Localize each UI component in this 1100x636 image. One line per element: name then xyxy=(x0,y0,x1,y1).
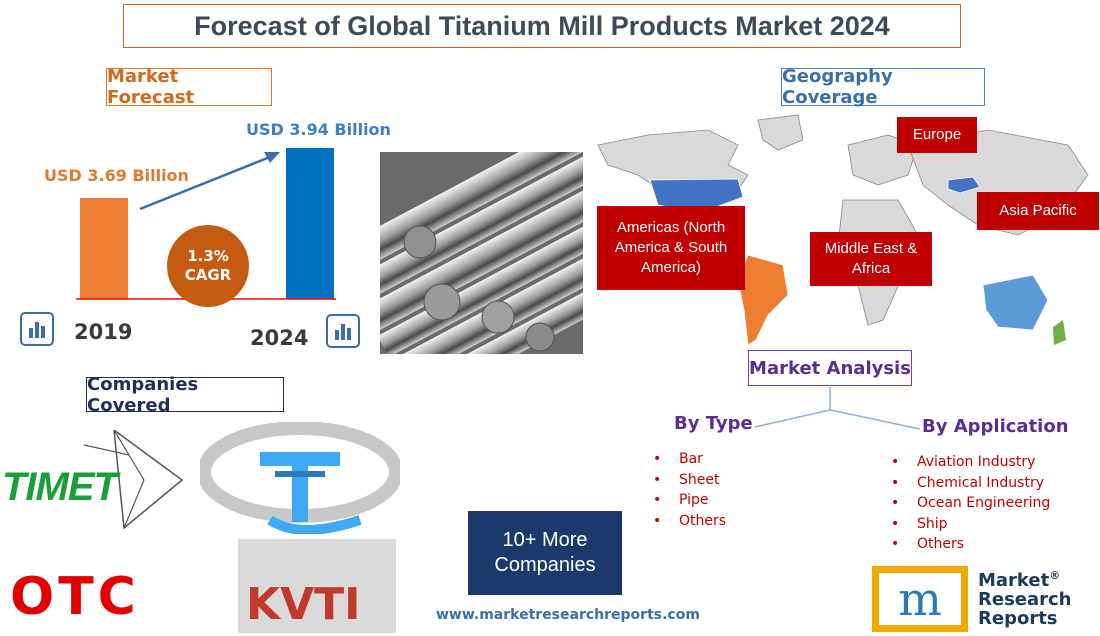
list-item: Pipe xyxy=(653,490,726,511)
greenland xyxy=(757,114,804,151)
cagr-value: 1.3% xyxy=(187,246,229,265)
website-link[interactable]: www.marketresearchreports.com xyxy=(436,607,700,623)
timet-logo-mark xyxy=(84,430,184,530)
brand-logo: m Market® Research Reports xyxy=(872,566,1092,632)
cagr-label: CAGR xyxy=(184,266,232,284)
year-2024: 2024 xyxy=(250,326,309,350)
market-forecast-label: Market Forecast xyxy=(106,66,272,108)
list-item: Bar xyxy=(653,449,726,470)
bar-chart-icon xyxy=(326,314,360,348)
list-item: Ship xyxy=(891,514,1050,535)
by-type-heading: By Type xyxy=(674,413,753,434)
otc-logo: OTC xyxy=(10,572,140,622)
list-item: Sheet xyxy=(653,470,726,491)
registered-mark: ® xyxy=(1049,569,1061,582)
bar-2019 xyxy=(80,198,128,299)
more-companies-box: 10+ More Companies xyxy=(468,511,622,595)
analysis-connector xyxy=(754,387,921,430)
brand-line-1: Market xyxy=(978,570,1050,591)
cagr-badge: 1.3% CAGR xyxy=(167,225,249,307)
market-analysis-label: Market Analysis xyxy=(748,350,912,386)
list-item: Ocean Engineering xyxy=(891,493,1050,514)
region-americas: Americas (North America & South America) xyxy=(597,206,745,290)
company-logo-tt xyxy=(200,422,400,534)
timet-logo: TIMET xyxy=(2,465,118,509)
bar-chart-icon xyxy=(20,312,54,346)
kvti-logo-text: KVTI xyxy=(246,579,361,630)
region-europe: Europe xyxy=(897,117,977,153)
value-2019: USD 3.69 Billion xyxy=(44,166,189,185)
forecast-chart xyxy=(76,148,336,300)
new-zealand xyxy=(1053,320,1066,345)
region-asia-pacific: Asia Pacific xyxy=(977,192,1099,230)
year-2019: 2019 xyxy=(74,320,133,344)
bar-2024 xyxy=(286,148,334,299)
brand-line-2: Research xyxy=(978,588,1072,610)
application-list: Aviation Industry Chemical Industry Ocea… xyxy=(891,452,1050,555)
list-item: Aviation Industry xyxy=(891,452,1050,473)
region-middle-east-africa: Middle East & Africa xyxy=(810,232,932,286)
kvti-logo: KVTI xyxy=(238,539,396,633)
by-application-heading: By Application xyxy=(922,416,1069,437)
asia-highlight xyxy=(947,176,981,194)
value-2024: USD 3.94 Billion xyxy=(246,120,391,139)
brand-badge: m xyxy=(872,566,968,632)
australia xyxy=(982,274,1049,331)
growth-arrow xyxy=(139,155,271,211)
companies-covered-label: Companies Covered xyxy=(86,374,284,416)
list-item: Others xyxy=(891,534,1050,555)
growth-arrow-head xyxy=(264,152,280,163)
more-line-2: Companies xyxy=(494,554,596,576)
brand-mark: m xyxy=(879,573,961,625)
titanium-bars-photo xyxy=(380,152,583,354)
type-list: Bar Sheet Pipe Others xyxy=(653,449,726,531)
brand-line-3: Reports xyxy=(978,607,1058,629)
list-item: Others xyxy=(653,511,726,532)
geography-coverage-label: Geography Coverage xyxy=(781,66,985,108)
list-item: Chemical Industry xyxy=(891,473,1050,494)
page-title: Forecast of Global Titanium Mill Product… xyxy=(123,4,961,48)
brand-wordmark: Market® Research Reports xyxy=(978,570,1072,629)
more-line-1: 10+ More xyxy=(502,529,588,551)
south-america xyxy=(737,254,789,346)
otc-logo-text: OTC xyxy=(10,572,140,622)
